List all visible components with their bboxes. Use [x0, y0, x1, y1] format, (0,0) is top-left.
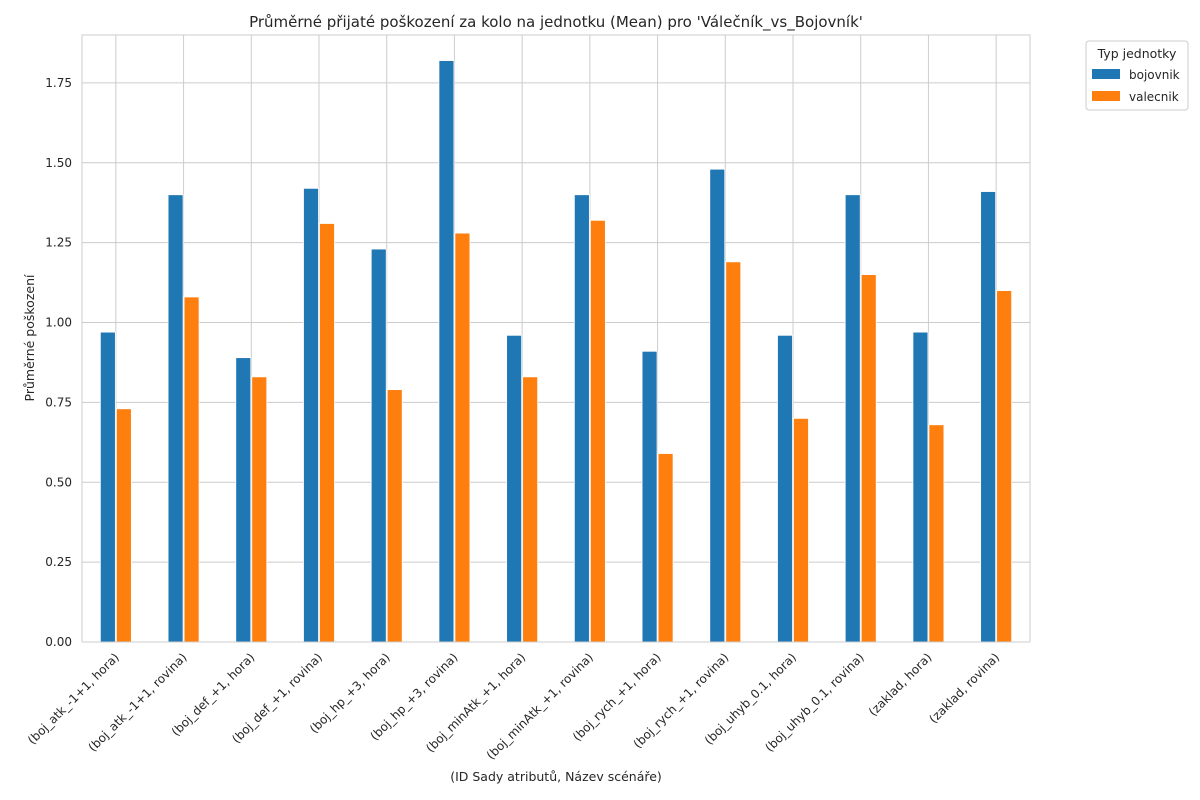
- legend-title: Typ jednotky: [1097, 46, 1177, 61]
- bar-valecnik: [793, 417, 809, 643]
- bar-bojovnik: [370, 248, 387, 643]
- bar-bojovnik: [438, 60, 455, 643]
- y-axis-ticks: 0.00 0.25 0.50 0.75 1.00 1.25 1.50 1.75: [45, 76, 72, 649]
- y-tick-label: 1.75: [45, 76, 72, 90]
- bar-bojovnik: [167, 194, 184, 643]
- legend-label-bojovnik: bojovnik: [1129, 68, 1180, 82]
- bar-valecnik: [386, 389, 403, 643]
- bar-bojovnik: [844, 194, 861, 643]
- y-tick-label: 0.00: [45, 635, 72, 649]
- bar-bojovnik: [235, 357, 252, 643]
- y-tick-label: 0.25: [45, 555, 72, 569]
- bar-bojovnik: [980, 191, 997, 643]
- bar-bojovnik: [912, 331, 929, 643]
- x-axis-label: (ID Sady atributů, Název scénáře): [450, 769, 662, 784]
- x-axis-ticks: (boj_atk_-1+1, hora)(boj_atk_-1+1, rovin…: [25, 650, 1002, 762]
- bar-bojovnik: [506, 334, 523, 643]
- x-tick-label: (zaklad, hora): [866, 650, 935, 719]
- bar-valecnik: [657, 453, 674, 643]
- bar-bojovnik: [573, 194, 590, 643]
- bar-valecnik: [251, 376, 268, 643]
- bar-bojovnik: [777, 334, 793, 643]
- bar-valecnik: [319, 223, 335, 643]
- bar-valecnik: [522, 376, 539, 643]
- bar-bojovnik: [709, 168, 726, 643]
- bar-valecnik: [996, 290, 1013, 643]
- y-tick-label: 1.50: [45, 156, 72, 170]
- legend: Typ jednotky bojovnik valecnik: [1085, 40, 1189, 111]
- bar-valecnik: [860, 274, 877, 643]
- bars: [99, 60, 1013, 643]
- y-tick-label: 0.75: [45, 395, 72, 409]
- bar-valecnik: [928, 424, 945, 643]
- bar-valecnik: [115, 408, 132, 643]
- legend-label-valecnik: valecnik: [1129, 90, 1179, 104]
- legend-swatch-bojovnik: [1092, 69, 1120, 79]
- legend-swatch-valecnik: [1092, 91, 1120, 101]
- grid-lines: [82, 35, 1030, 643]
- bar-valecnik: [183, 296, 200, 643]
- bar-valecnik: [589, 219, 606, 643]
- y-tick-label: 0.50: [45, 475, 72, 489]
- x-tick-label: (zaklad, rovina): [926, 650, 1002, 726]
- bar-bojovnik: [99, 331, 116, 643]
- plot-frame: [81, 34, 1031, 643]
- bar-valecnik: [454, 232, 471, 643]
- y-tick-label: 1.25: [45, 236, 72, 250]
- y-tick-label: 1.00: [45, 316, 72, 330]
- bar-valecnik: [725, 261, 742, 643]
- chart-title: Průměrné přijaté poškození za kolo na je…: [249, 13, 863, 32]
- bar-bojovnik: [303, 187, 319, 643]
- y-axis-label: Průměrné poškození: [22, 274, 37, 401]
- bar-bojovnik: [641, 350, 658, 643]
